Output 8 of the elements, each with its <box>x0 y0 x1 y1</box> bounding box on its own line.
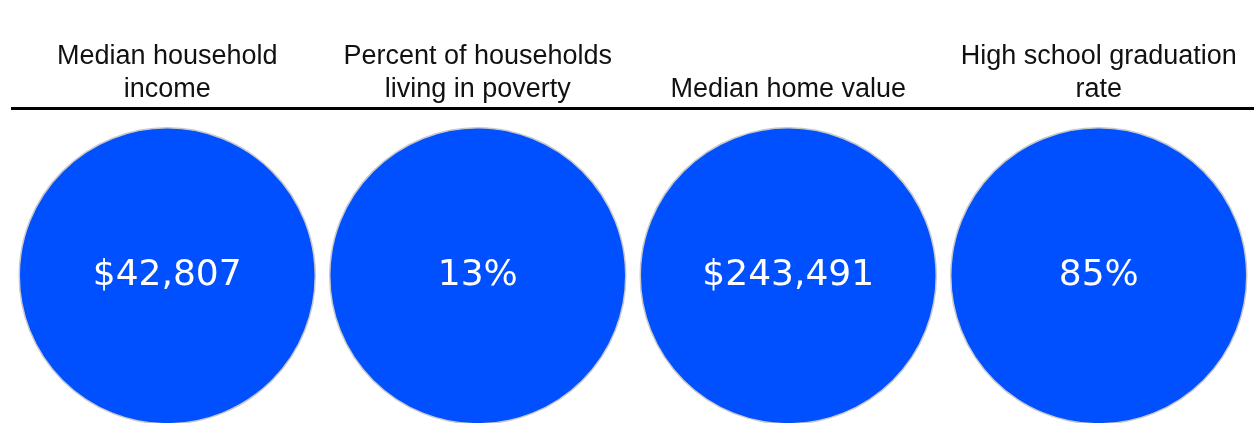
data-label: 85% <box>1058 252 1139 294</box>
category-label: Median household income <box>55 39 279 104</box>
category-label: Percent of households living in poverty <box>342 39 614 104</box>
category-label: Median home value <box>669 71 908 104</box>
data-label: 13% <box>437 252 518 294</box>
category-label: High school graduation rate <box>959 39 1238 104</box>
data-label: $42,807 <box>92 252 242 294</box>
data-label: $243,491 <box>702 252 875 294</box>
